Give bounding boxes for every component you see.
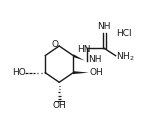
Text: HO: HO [12,68,26,77]
Text: HN: HN [77,45,90,53]
Text: HCl: HCl [116,29,132,38]
Text: OH: OH [90,68,103,77]
Text: NH: NH [88,55,102,64]
Text: OH: OH [52,101,66,110]
Polygon shape [73,54,85,60]
Polygon shape [73,71,89,74]
Text: O: O [51,40,59,49]
Text: NH: NH [98,22,111,31]
Text: NH$_2$: NH$_2$ [116,50,135,63]
